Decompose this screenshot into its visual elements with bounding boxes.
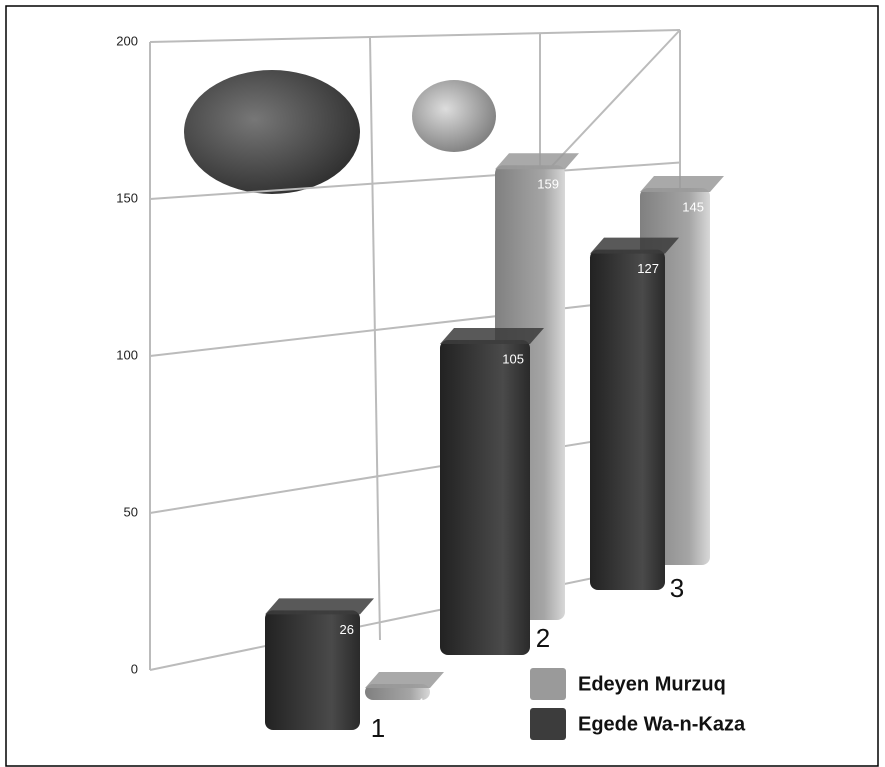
rock-image [412, 80, 496, 152]
legend-swatch [530, 668, 566, 700]
legend-swatch [530, 708, 566, 740]
rock-image [184, 70, 360, 194]
legend-label: Egede Wa-n-Kaza [578, 713, 746, 735]
bar-top [440, 328, 544, 344]
category-label: 2 [536, 623, 550, 653]
y-tick-label: 50 [124, 504, 138, 519]
bar [440, 340, 530, 655]
legend-label: Edeyen Murzuq [578, 673, 726, 695]
frame [5, 5, 879, 767]
bar [265, 610, 360, 730]
y-tick-label: 200 [116, 33, 138, 48]
bar [590, 249, 665, 590]
category-label: 3 [670, 573, 684, 603]
value-label: 26 [340, 622, 354, 637]
bar-top [265, 598, 374, 615]
value-label: 159 [537, 177, 559, 192]
value-label: 4 [417, 695, 424, 710]
grid-line [149, 161, 681, 200]
bar-top [640, 176, 724, 192]
bar-top [590, 237, 679, 254]
category-label: 1 [371, 713, 385, 743]
y-tick-label: 0 [131, 661, 138, 676]
grid-line [149, 29, 681, 43]
bar-top [495, 153, 579, 170]
y-tick-label: 100 [116, 347, 138, 362]
bar-top [365, 672, 444, 688]
value-label: 127 [637, 261, 659, 276]
value-label: 145 [682, 199, 704, 214]
y-tick-label: 150 [116, 190, 138, 205]
value-label: 105 [502, 351, 524, 366]
